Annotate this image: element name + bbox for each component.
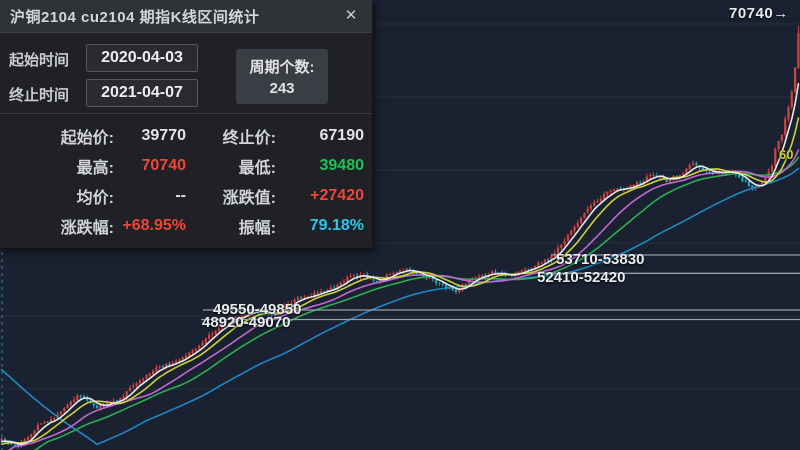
end-time-label: 终止时间	[9, 87, 70, 104]
stat-label-low: 最低:	[238, 160, 276, 177]
stat-value-avg: --	[175, 187, 186, 204]
period-count-value: 243	[269, 80, 295, 97]
start-time-input[interactable]: 2020-04-03	[86, 44, 198, 72]
stat-label-changepct: 涨跌幅:	[60, 220, 114, 237]
high-price-label: 70740→	[729, 5, 789, 22]
stat-value-change: +27420	[310, 187, 364, 204]
stat-label-amplitude: 振幅:	[238, 220, 276, 237]
kline-stats-panel: 沪铜2104 cu2104 期指K线区间统计 ✕ 起始时间 2020-04-03…	[0, 0, 372, 249]
start-time-label: 起始时间	[9, 52, 70, 69]
ma-line-ma20	[7, 149, 800, 450]
price-range-label: 49550-49850	[213, 301, 302, 318]
panel-title: 沪铜2104 cu2104 期指K线区间统计	[10, 8, 260, 26]
period-count-label: 周期个数:	[249, 59, 315, 76]
ma-line-ma60	[0, 167, 800, 446]
stat-value-changepct: +68.95%	[122, 217, 186, 234]
ma-line-ma30	[33, 156, 800, 450]
stat-value-open: 39770	[141, 127, 187, 144]
price-range-label: 48920-49070	[202, 314, 291, 331]
panel-titlebar[interactable]: 沪铜2104 cu2104 期指K线区间统计 ✕	[0, 0, 372, 33]
stat-value-amplitude: 79.18%	[309, 217, 364, 234]
price-range-label: 53710-53830	[556, 251, 645, 268]
end-time-input[interactable]: 2021-04-07	[86, 79, 198, 107]
close-icon[interactable]: ✕	[344, 7, 358, 24]
ma-line-ma10	[0, 117, 800, 445]
stat-label-open: 起始价:	[60, 130, 114, 147]
edge-price-label: 60	[779, 147, 794, 162]
stat-value-close: 67190	[319, 127, 365, 144]
ma-line-ma5	[0, 83, 800, 446]
price-range-label: 52410-52420	[537, 269, 626, 286]
stats-grid: 起始价: 39770 终止价: 67190 最高: 70740 最低: 3948…	[0, 113, 372, 249]
period-count-box: 周期个数: 243	[236, 49, 328, 104]
stat-label-high: 最高:	[76, 160, 114, 177]
stat-value-low: 39480	[319, 157, 365, 174]
stat-label-close: 终止价:	[222, 130, 276, 147]
stat-value-high: 70740	[141, 157, 187, 174]
stat-label-avg: 均价:	[76, 190, 114, 207]
stat-label-change: 涨跌值:	[222, 190, 276, 207]
